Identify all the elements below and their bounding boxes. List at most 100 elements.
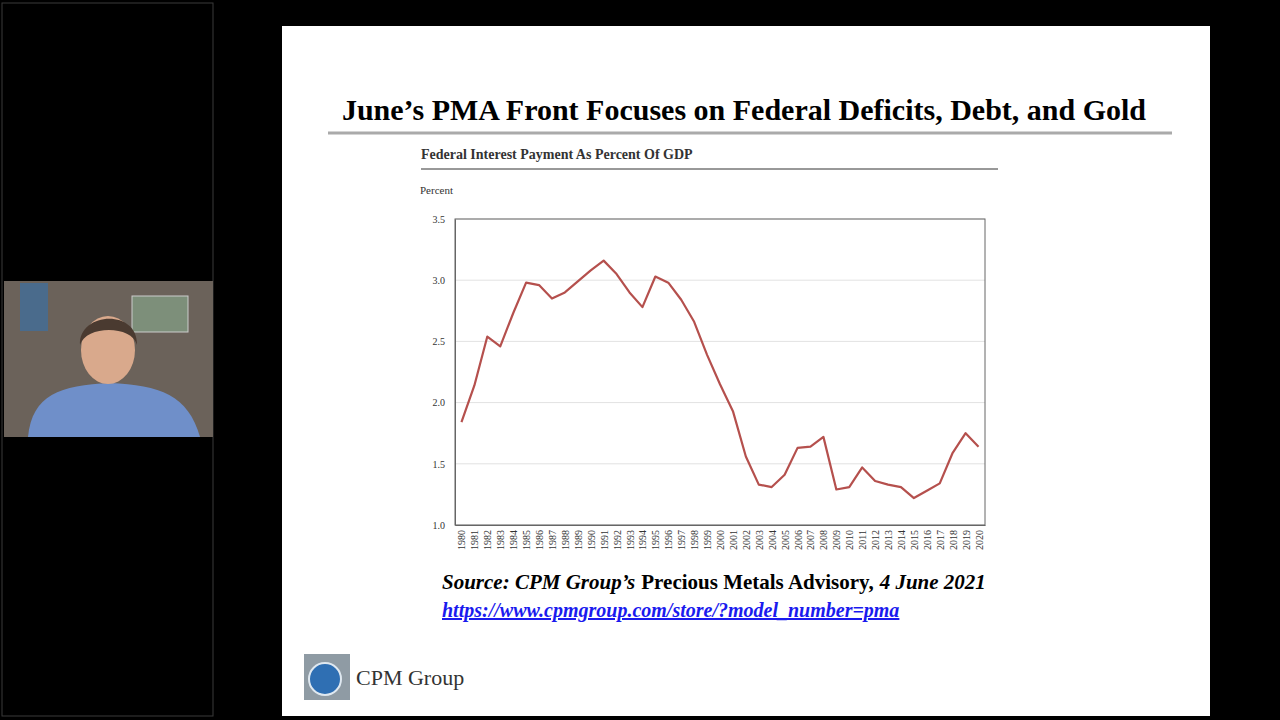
tick: 2018 [948, 525, 959, 550]
source-part: Source: CPM Group’s [442, 570, 635, 594]
tick-label: 1990 [586, 530, 597, 550]
tick: 2008 [818, 525, 829, 550]
tick: 1.5 [433, 459, 456, 470]
tick-label: 2009 [831, 530, 842, 550]
tick-label: 1983 [495, 530, 506, 550]
tick-label: 2015 [909, 530, 920, 550]
tick: 1989 [573, 525, 584, 550]
tick-label: 2005 [780, 530, 791, 550]
tick: 3.0 [433, 275, 456, 286]
logo-globe [309, 663, 341, 695]
y-axis-title: Percent [420, 184, 453, 196]
tick: 1984 [508, 525, 519, 550]
grid [455, 219, 985, 525]
source-part: 4 June 2021 [879, 570, 986, 594]
grid-line [455, 463, 985, 464]
tick: 1993 [625, 525, 636, 550]
tick-label: 1987 [547, 530, 558, 550]
tick-label: 2001 [728, 530, 739, 550]
tick-label: 2012 [870, 530, 881, 550]
screen: June’s PMA Front Focuses on Federal Defi… [0, 0, 1280, 720]
tick: 2010 [844, 525, 855, 550]
tick-label: 1996 [663, 530, 674, 550]
tick-label: 1989 [573, 530, 584, 550]
tick-label: 1997 [676, 530, 687, 550]
slide [282, 26, 1210, 716]
tick: 2014 [896, 525, 907, 550]
tick-label: 2.0 [433, 397, 446, 408]
tick: 1999 [702, 525, 713, 550]
tick: 2002 [741, 525, 752, 550]
y-axis: 1.0 1.5 2.0 2.5 3.0 3.5 [433, 214, 456, 531]
tick: 1990 [586, 525, 597, 550]
tick-label: 2007 [805, 530, 816, 550]
tick-label: 1991 [599, 530, 610, 550]
tick-label: 2020 [974, 530, 985, 550]
tick: 2005 [780, 525, 791, 550]
tick-label: 2000 [715, 530, 726, 550]
video-feed [4, 281, 213, 437]
tick-label: 2011 [857, 530, 868, 550]
source: Source: CPM Group’sPrecious Metals Advis… [442, 570, 986, 594]
tick: 1991 [599, 525, 610, 550]
tick: 1987 [547, 525, 558, 550]
person-hair [80, 319, 137, 345]
tick-label: 1998 [689, 530, 700, 550]
wall-picture [20, 283, 48, 331]
tick-label: 3.5 [433, 214, 446, 225]
tick-label: 1999 [702, 530, 713, 550]
tick-label: 2006 [793, 530, 804, 550]
tick-label: 3.0 [433, 275, 446, 286]
tick: 2012 [870, 525, 881, 550]
plot-area [461, 261, 978, 498]
tick-label: 1981 [469, 530, 480, 550]
tick: 2013 [883, 525, 894, 550]
tick: 2006 [793, 525, 804, 550]
tick-label: 1993 [625, 530, 636, 550]
tick-label: 1.0 [433, 520, 446, 531]
tick-label: 2003 [754, 530, 765, 550]
tick-label: 1992 [612, 530, 623, 550]
tick: 1985 [521, 525, 532, 550]
chart-title: Federal Interest Payment As Percent Of G… [421, 147, 693, 162]
tick-label: 2004 [767, 530, 778, 550]
tick: 1988 [560, 525, 571, 550]
tick: 1997 [676, 525, 687, 550]
tick-label: 1985 [521, 530, 532, 550]
tick-label: 2.5 [433, 336, 446, 347]
tick-label: 1995 [650, 530, 661, 550]
data-line [461, 261, 978, 498]
grid-line [455, 280, 985, 281]
tick: 2016 [922, 525, 933, 550]
wall-picture [132, 296, 188, 332]
tick: 1996 [663, 525, 674, 550]
tick-label: 1986 [534, 530, 545, 550]
tick: 2001 [728, 525, 739, 550]
tick-label: 1994 [637, 530, 648, 550]
tick: 2015 [909, 525, 920, 550]
tick-label: 1988 [560, 530, 571, 550]
logo-box [304, 654, 350, 700]
tick: 1.0 [433, 520, 456, 531]
tick-label: 1984 [508, 530, 519, 550]
video-panel [2, 3, 213, 716]
tick-label: 2008 [818, 530, 829, 550]
tick: 2019 [961, 525, 972, 550]
tick: 2017 [935, 525, 946, 550]
tick-label: 2014 [896, 530, 907, 550]
tick: 2.5 [433, 336, 456, 347]
slide-title: June’s PMA Front Focuses on Federal Defi… [342, 93, 1146, 126]
logo: CPM Group [304, 654, 464, 700]
grid-line [455, 341, 985, 342]
plot-frame [455, 219, 985, 525]
tick: 1986 [534, 525, 545, 550]
tick-label: 2013 [883, 530, 894, 550]
tick: 2.0 [433, 397, 456, 408]
tick-label: 2019 [961, 530, 972, 550]
tick-label: 1980 [456, 530, 467, 550]
tick-label: 2018 [948, 530, 959, 550]
tick: 2009 [831, 525, 842, 550]
tick: 2003 [754, 525, 765, 550]
tick-label: 2017 [935, 530, 946, 550]
tick: 2020 [974, 525, 985, 550]
